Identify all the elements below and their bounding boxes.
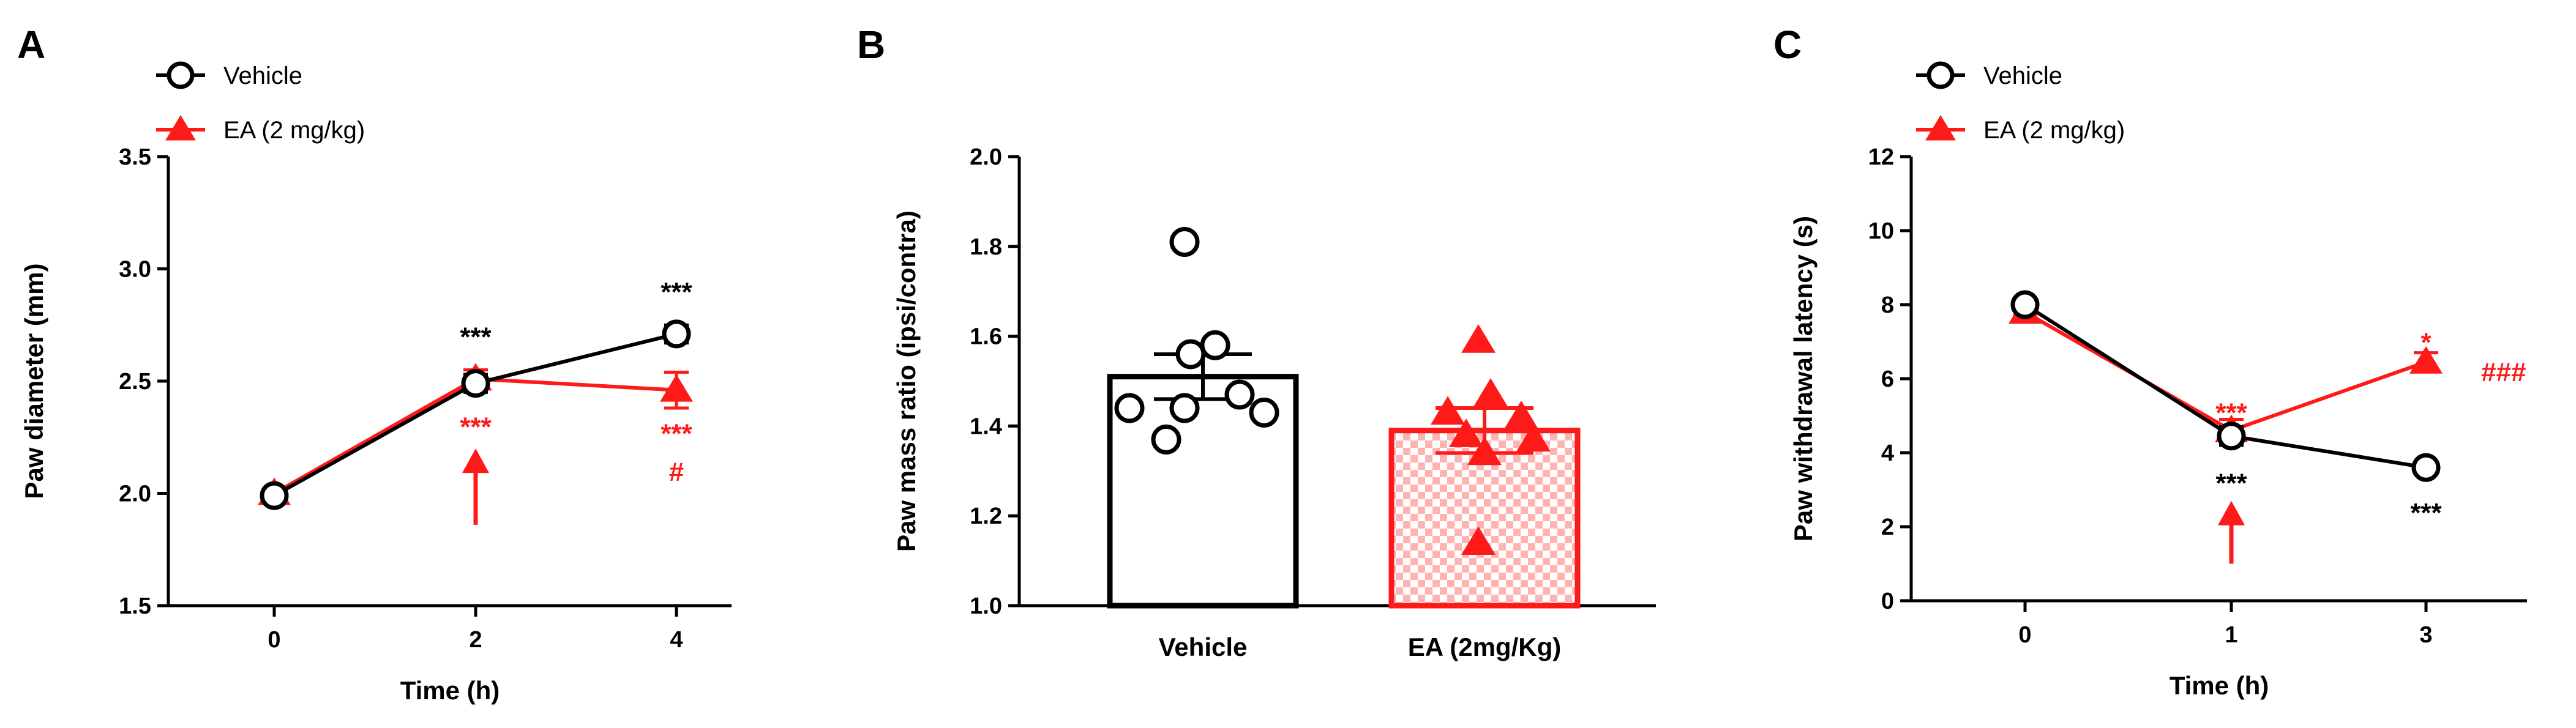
data-point-vehicle: [1169, 226, 1200, 257]
y-tick-label: 12: [1868, 144, 1894, 170]
data-point-vehicle: [1114, 393, 1145, 423]
panel-c: C 0 2 4 6 8 10 12 0 1 3 Time (h) Paw withdrawal late…: [1773, 23, 2527, 700]
y-tick-label: 3.0: [119, 257, 151, 283]
y-tick-label: 2: [1881, 514, 1894, 540]
significance-label: #: [669, 457, 684, 487]
data-point-ea: [1430, 396, 1466, 425]
significance-label: ***: [2410, 498, 2442, 528]
data-point-ea: [1448, 418, 1484, 447]
data-point-vehicle: [1249, 397, 1279, 428]
significance-label: ***: [460, 322, 492, 352]
panel-letter: B: [857, 23, 885, 67]
data-point-ea: [1461, 324, 1496, 353]
panel-letter: C: [1773, 23, 1802, 67]
data-point-vehicle: [2411, 453, 2441, 482]
y-tick-label: 1.4: [970, 414, 1002, 439]
x-tick-label: 0: [2018, 622, 2031, 648]
treatment-arrow-head: [2218, 500, 2245, 526]
data-point-ea: [1461, 526, 1496, 555]
y-tick-label: 1.8: [970, 234, 1002, 260]
legend-marker-vehicle: [167, 61, 195, 89]
y-tick-label: 1.6: [970, 324, 1002, 350]
y-tick-label: 8: [1881, 292, 1894, 318]
y-tick-label: 6: [1881, 366, 1894, 392]
y-axis-label: Paw withdrawal latency (s): [1789, 216, 1818, 541]
data-point-vehicle: [662, 319, 691, 349]
y-tick-label: 2.0: [970, 144, 1002, 170]
legend: Vehicle EA (2 mg/kg): [156, 61, 365, 144]
data-point-vehicle: [1151, 424, 1181, 455]
data-point-ea: [1467, 436, 1502, 466]
legend-marker-ea: [1925, 115, 1956, 141]
data-point-vehicle: [1200, 330, 1230, 360]
y-tick-label: 10: [1868, 218, 1894, 244]
data-point-vehicle: [1175, 339, 1206, 370]
x-axis-label: Time (h): [2170, 671, 2269, 700]
data-point-ea: [660, 374, 693, 402]
data-point-vehicle: [461, 369, 490, 398]
legend-marker-ea: [165, 115, 196, 141]
panel-b: B 1.0 1.2 1.4 1.6 1.8 2.0 Paw mass ratio (ipsi/…: [857, 23, 1656, 661]
x-tick-label: Vehicle: [1159, 633, 1248, 661]
data-point-vehicle: [2010, 290, 2040, 319]
panel-letter: A: [17, 23, 45, 67]
y-tick-label: 3.5: [119, 144, 151, 170]
legend-label-vehicle: Vehicle: [1983, 62, 2062, 89]
treatment-arrow-head: [462, 448, 489, 474]
panel-a: A 1.5 2.0 2.5 3.0 3.5 0 2 4 Time (h) Paw diameter …: [17, 23, 732, 705]
significance-label: ***: [661, 277, 692, 307]
legend-marker-vehicle: [1926, 61, 1955, 89]
data-point-ea: [1503, 400, 1539, 429]
x-axis-label: Time (h): [400, 676, 500, 705]
significance-label: ***: [2215, 468, 2247, 498]
data-point-vehicle: [2217, 422, 2246, 451]
significance-label: *: [2421, 328, 2432, 358]
significance-label: ***: [661, 418, 692, 448]
x-tick-label: 0: [268, 627, 280, 653]
x-tick-label: 1: [2225, 622, 2237, 648]
legend-label-ea: EA (2 mg/kg): [223, 117, 365, 144]
y-tick-label: 1.5: [119, 593, 151, 619]
legend: Vehicle EA (2 mg/kg): [1916, 61, 2125, 144]
y-axis-label: Paw mass ratio (ipsi/contra): [892, 210, 921, 552]
data-point-vehicle: [1169, 393, 1200, 423]
y-tick-label: 1.0: [970, 593, 1002, 619]
data-point-vehicle: [1224, 379, 1255, 410]
significance-label: ###: [2481, 357, 2526, 387]
x-tick-label: 4: [670, 627, 683, 653]
y-tick-label: 4: [1881, 440, 1894, 466]
x-tick-label: EA (2mg/Kg): [1408, 633, 1561, 661]
x-tick-label: 2: [469, 627, 482, 653]
significance-label: ***: [460, 412, 492, 442]
legend-label-vehicle: Vehicle: [223, 62, 302, 89]
x-tick-label: 3: [2419, 622, 2432, 648]
y-tick-label: 1.2: [970, 503, 1002, 529]
data-point-ea: [1516, 423, 1551, 452]
legend-label-ea: EA (2 mg/kg): [1983, 117, 2125, 144]
y-axis-label: Paw diameter (mm): [20, 263, 48, 499]
data-point-ea: [1473, 378, 1508, 407]
y-tick-label: 2.0: [119, 481, 151, 507]
y-tick-label: 0: [1881, 589, 1894, 614]
data-point-ea: [2409, 346, 2443, 374]
significance-label: ***: [2215, 398, 2247, 428]
data-point-vehicle: [260, 481, 289, 510]
y-tick-label: 2.5: [119, 369, 151, 395]
